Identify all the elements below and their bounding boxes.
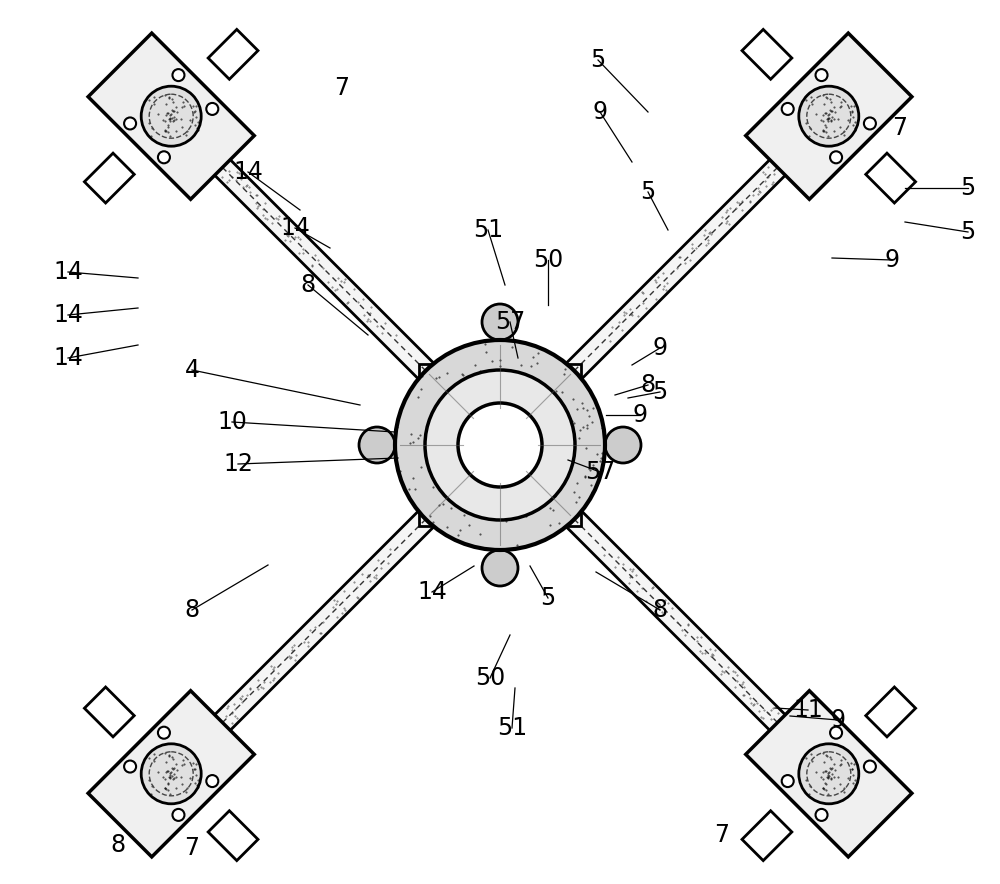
Polygon shape bbox=[566, 109, 837, 378]
Text: 7: 7 bbox=[714, 823, 730, 847]
Circle shape bbox=[172, 69, 184, 81]
Circle shape bbox=[458, 403, 542, 487]
Polygon shape bbox=[742, 811, 792, 861]
Text: 8: 8 bbox=[184, 598, 200, 622]
Text: 14: 14 bbox=[280, 216, 310, 240]
Circle shape bbox=[206, 775, 218, 787]
Circle shape bbox=[864, 760, 876, 773]
Text: 50: 50 bbox=[475, 666, 505, 690]
Circle shape bbox=[864, 118, 876, 129]
Circle shape bbox=[124, 760, 136, 773]
Text: 10: 10 bbox=[217, 410, 247, 434]
Circle shape bbox=[395, 340, 605, 550]
Polygon shape bbox=[88, 33, 254, 199]
Text: 5: 5 bbox=[590, 48, 606, 72]
Circle shape bbox=[158, 727, 170, 739]
Text: 9: 9 bbox=[652, 336, 668, 360]
Circle shape bbox=[830, 727, 842, 739]
Polygon shape bbox=[84, 687, 134, 737]
Text: 8: 8 bbox=[110, 833, 126, 857]
Polygon shape bbox=[866, 153, 916, 203]
Text: 5: 5 bbox=[640, 180, 656, 204]
Circle shape bbox=[482, 550, 518, 586]
Text: 51: 51 bbox=[473, 218, 503, 242]
Circle shape bbox=[141, 743, 201, 804]
Text: 5: 5 bbox=[960, 220, 976, 244]
Polygon shape bbox=[566, 512, 837, 781]
Text: 14: 14 bbox=[417, 580, 447, 604]
Circle shape bbox=[605, 427, 641, 463]
Circle shape bbox=[830, 151, 842, 164]
Polygon shape bbox=[746, 33, 912, 199]
Circle shape bbox=[816, 69, 828, 81]
Text: 5: 5 bbox=[540, 586, 556, 610]
Circle shape bbox=[124, 118, 136, 129]
Text: 8: 8 bbox=[640, 373, 656, 397]
Text: 9: 9 bbox=[592, 100, 608, 124]
Circle shape bbox=[816, 809, 828, 821]
Text: 5: 5 bbox=[960, 176, 976, 200]
Polygon shape bbox=[84, 153, 134, 203]
Circle shape bbox=[425, 370, 575, 520]
Text: 57: 57 bbox=[495, 310, 525, 334]
Polygon shape bbox=[163, 109, 434, 378]
Text: 14: 14 bbox=[233, 160, 263, 184]
Circle shape bbox=[799, 743, 859, 804]
Text: 5: 5 bbox=[652, 380, 668, 404]
Text: 7: 7 bbox=[893, 116, 908, 140]
Polygon shape bbox=[746, 690, 912, 857]
Circle shape bbox=[482, 304, 518, 340]
Circle shape bbox=[799, 87, 859, 146]
Circle shape bbox=[782, 775, 794, 787]
Circle shape bbox=[158, 151, 170, 164]
Text: 14: 14 bbox=[53, 303, 83, 327]
Text: 11: 11 bbox=[793, 698, 823, 722]
Circle shape bbox=[206, 103, 218, 115]
Text: 9: 9 bbox=[885, 248, 900, 272]
Polygon shape bbox=[742, 29, 792, 80]
Text: 9: 9 bbox=[830, 708, 846, 732]
Text: 14: 14 bbox=[53, 346, 83, 370]
Polygon shape bbox=[88, 690, 254, 857]
Text: 14: 14 bbox=[53, 260, 83, 284]
Text: 8: 8 bbox=[652, 598, 668, 622]
Polygon shape bbox=[163, 512, 434, 781]
Circle shape bbox=[172, 809, 184, 821]
Text: 9: 9 bbox=[633, 403, 648, 427]
Text: 7: 7 bbox=[184, 836, 200, 860]
Polygon shape bbox=[208, 811, 258, 861]
Circle shape bbox=[359, 427, 395, 463]
Text: 57: 57 bbox=[585, 460, 615, 484]
Circle shape bbox=[141, 87, 201, 146]
Circle shape bbox=[782, 103, 794, 115]
Polygon shape bbox=[866, 687, 916, 737]
Polygon shape bbox=[208, 29, 258, 80]
Text: 4: 4 bbox=[184, 358, 200, 382]
Text: 7: 7 bbox=[334, 76, 350, 100]
Text: 50: 50 bbox=[533, 248, 563, 272]
Text: 51: 51 bbox=[497, 716, 527, 740]
Text: 8: 8 bbox=[300, 273, 316, 297]
Text: 12: 12 bbox=[223, 452, 253, 476]
